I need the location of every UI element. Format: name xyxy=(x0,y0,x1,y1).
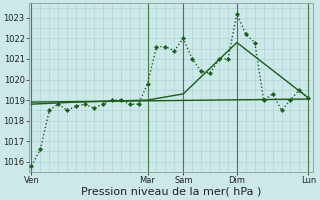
X-axis label: Pression niveau de la mer( hPa ): Pression niveau de la mer( hPa ) xyxy=(81,187,261,197)
